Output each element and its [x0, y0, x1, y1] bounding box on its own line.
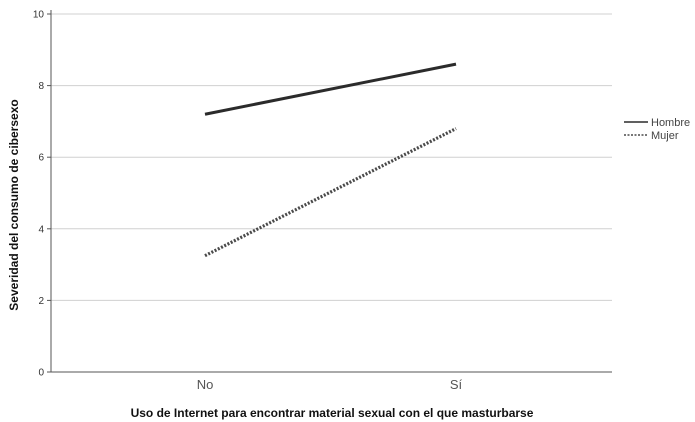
y-tick-label: 6 [38, 153, 44, 164]
x-axis-title: Uso de Internet para encontrar material … [131, 406, 534, 420]
y-tick-label: 8 [38, 81, 44, 92]
x-category-label: Sí [450, 377, 463, 392]
y-tick-label: 0 [38, 368, 44, 379]
y-tick-label: 4 [38, 224, 44, 235]
series-lines [204, 62, 457, 258]
series-line-hombre [204, 62, 457, 116]
y-tick-label: 2 [38, 296, 44, 307]
series-line-mujer [204, 127, 457, 258]
legend-label-mujer: Mujer [651, 130, 679, 142]
x-category-label: No [197, 377, 214, 392]
y-tick-label: 10 [33, 10, 45, 21]
gridlines [51, 13, 612, 301]
y-tick-labels: 0 2 4 6 8 10 [33, 10, 51, 379]
legend-label-hombre: Hombre [651, 117, 690, 129]
x-category-labels: No Sí [197, 377, 463, 392]
y-axis-title: Severidad del consumo de cibersexo [7, 99, 21, 310]
